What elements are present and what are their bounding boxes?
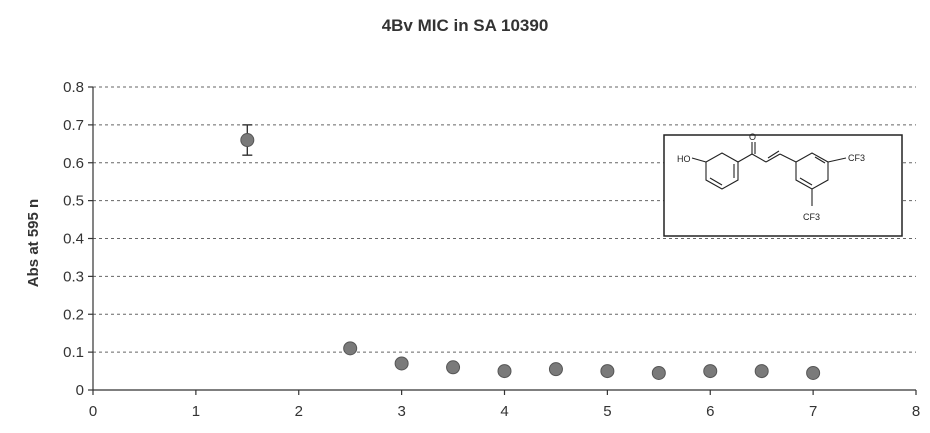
phenol-ring: [705, 152, 739, 190]
chart-title: 4Bv MIC in SA 10390: [381, 16, 549, 35]
x-tick-label: 4: [500, 403, 508, 420]
x-tick-labels: 0 1 2 3 4 5 6 7 8: [89, 403, 920, 420]
data-point: [806, 365, 821, 380]
data-point: [497, 364, 512, 379]
chemical-structure-inset: HO O CF3 CF3: [663, 132, 903, 237]
x-tick-label: 3: [397, 403, 405, 420]
x-tick-label: 6: [706, 403, 714, 420]
y-tick-label: 0.7: [63, 117, 84, 134]
y-tick-label: 0.5: [63, 193, 84, 210]
x-tick-label: 0: [89, 403, 97, 420]
inset-frame: [663, 134, 903, 237]
y-tick-label: 0.2: [63, 306, 84, 323]
y-tick-label: 0.6: [63, 155, 84, 172]
x-tick-label: 5: [603, 403, 611, 420]
data-point: [240, 133, 255, 148]
x-tick-label: 7: [809, 403, 817, 420]
o-label: O: [749, 132, 756, 142]
data-point: [394, 356, 409, 371]
data-point: [343, 341, 358, 356]
x-tick-label: 8: [912, 403, 920, 420]
y-tick-label: 0.1: [63, 344, 84, 361]
y-tick-label: 0.4: [63, 231, 84, 248]
data-points: [240, 133, 821, 380]
axes: [88, 86, 917, 395]
data-point: [548, 362, 563, 377]
x-tick-label: 2: [295, 403, 303, 420]
data-point: [600, 364, 615, 379]
trifluoromethyl-ring: [795, 152, 829, 190]
ho-label: HO: [677, 154, 691, 164]
y-tick-label: 0.3: [63, 268, 84, 285]
y-tick-label: 0: [76, 382, 84, 399]
y-tick-label: 0.8: [63, 79, 84, 96]
cf3-label-top: CF3: [848, 153, 865, 163]
data-point: [703, 364, 718, 379]
data-point: [754, 364, 769, 379]
y-tick-labels: 0 0.1 0.2 0.3 0.4 0.5 0.6 0.7 0.8: [63, 79, 84, 399]
cf3-label-bottom: CF3: [803, 212, 820, 222]
data-point: [446, 360, 461, 375]
x-tick-label: 1: [192, 403, 200, 420]
data-point: [651, 365, 666, 380]
y-axis-label: Abs at 595 n: [25, 199, 42, 287]
